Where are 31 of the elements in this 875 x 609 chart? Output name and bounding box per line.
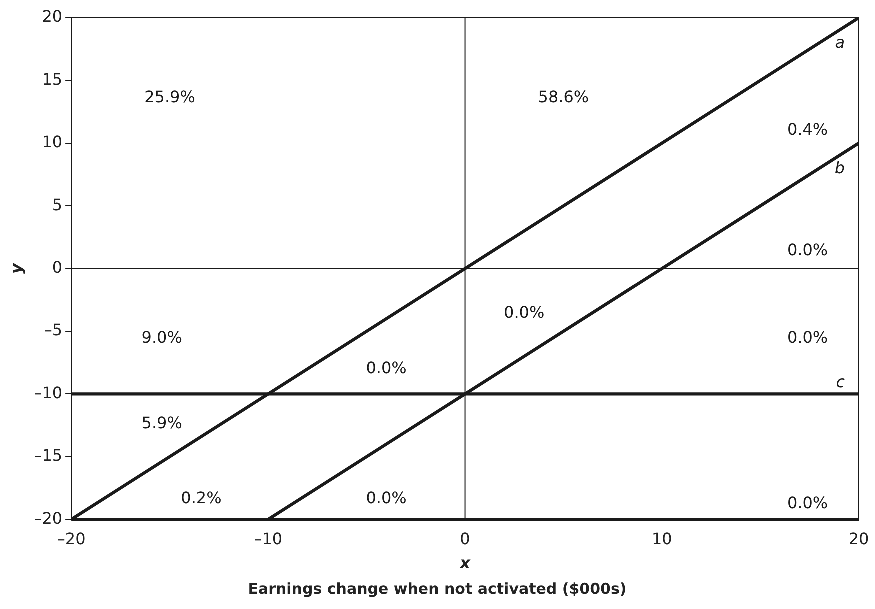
y-tick-label: 20 [42,7,63,26]
y-axis-title: y [6,263,26,274]
annotation: 0.2% [181,488,222,508]
annotation: 5.9% [142,413,182,432]
y-tick-label: 0 [52,258,63,277]
annotation: 58.6% [538,87,590,106]
x-tick-label: –10 [254,529,283,548]
annotation: 25.9% [144,87,196,106]
y-tick-label: –15 [34,446,63,466]
x-tick-label: 20 [848,529,870,548]
series-label: a [835,33,845,52]
annotation: 0.0% [787,494,828,513]
y-tick-label: 15 [42,70,63,89]
series-label: b [834,158,845,178]
x-axis-title: x [459,554,472,573]
y-tick-label: –5 [44,320,63,340]
annotation: 0.4% [787,120,828,140]
annotation: 0.0% [787,328,828,348]
text: Earnings change when not activated ($000s) [247,580,628,598]
annotation: 0.0% [366,488,407,508]
series-label: c [836,372,846,392]
x-tick-label: 0 [460,529,470,548]
x-tick-label: 10 [652,529,672,548]
y-tick-label: –10 [34,383,63,402]
y-tick-label: 5 [52,195,63,214]
annotation: 9.0% [142,328,182,348]
annotation: 0.0% [366,358,407,378]
y-tick-label: 10 [42,132,63,152]
annotation: 0.0% [787,240,828,260]
y-tick-label: –20 [34,508,63,528]
annotation: 0.0% [504,303,545,322]
